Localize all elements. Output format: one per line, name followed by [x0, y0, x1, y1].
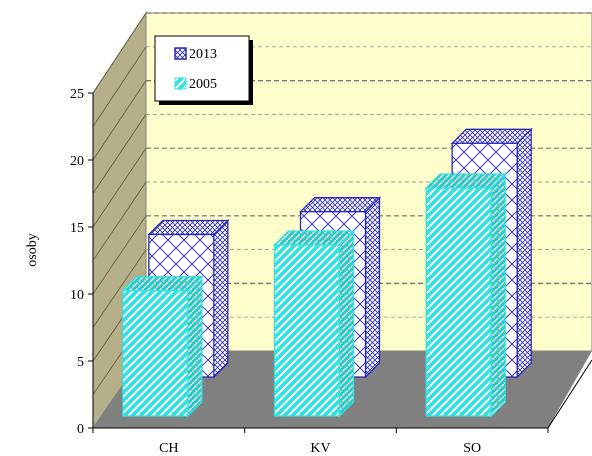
bars [121, 127, 533, 418]
bar-2005-ch [121, 275, 204, 418]
side-gridline [92, 12, 147, 94]
bar-2005-ch-front [122, 289, 189, 417]
x-tick-label: KV [310, 441, 330, 456]
bar-2013-ch-side [213, 218, 229, 379]
bar-2005-so [424, 172, 507, 418]
x-axis-ticks: CH KV SO [92, 428, 549, 456]
side-gridline [92, 114, 147, 194]
bar-2005-so-side [490, 172, 506, 418]
bar-2005-kv-front [273, 244, 341, 417]
side-gridline [92, 181, 147, 261]
y-tick-label: 25 [70, 87, 84, 102]
side-gridline [92, 215, 147, 295]
side-wall-gridlines [92, 12, 147, 395]
side-gridline [92, 147, 147, 228]
side-gridline [92, 46, 147, 127]
legend-label-2005: 2005 [189, 77, 217, 92]
x-tick-label: SO [463, 441, 481, 456]
side-gridline [92, 80, 147, 161]
x-tick-label: CH [159, 441, 178, 456]
y-axis-label: osoby [25, 233, 40, 266]
bar-2013-ch-top [147, 219, 230, 236]
y-tick-label: 15 [70, 221, 84, 236]
legend-box [154, 35, 250, 102]
bar-2005-so-top [424, 173, 507, 189]
y-tick-label: 20 [70, 154, 84, 169]
bar-2013-so-top [450, 128, 533, 144]
legend: 2013 2005 [154, 35, 253, 105]
bar-2005-so-front [425, 187, 492, 417]
y-axis-ticks: 0 5 10 15 20 25 [70, 87, 93, 437]
bar-2005-kv-side [338, 229, 355, 418]
legend-swatch-2013 [174, 47, 187, 60]
bar-2005-kv [272, 229, 356, 418]
bar-2005-ch-side [187, 275, 203, 418]
bar-2013-so-side [516, 127, 532, 379]
y-tick-label: 10 [70, 288, 84, 303]
legend-label-2013: 2013 [189, 47, 217, 62]
side-gridline [92, 249, 147, 328]
y-tick-label: 0 [77, 422, 84, 437]
y-tick-label: 5 [77, 355, 84, 370]
bar-2013-kv-top [298, 197, 382, 213]
floor-right-edge [547, 359, 592, 429]
bar-2005-ch-top [121, 275, 204, 292]
bar-2005-kv-top [272, 230, 356, 246]
legend-swatch-2005 [174, 77, 187, 90]
bar-2013-kv-side [364, 196, 381, 379]
